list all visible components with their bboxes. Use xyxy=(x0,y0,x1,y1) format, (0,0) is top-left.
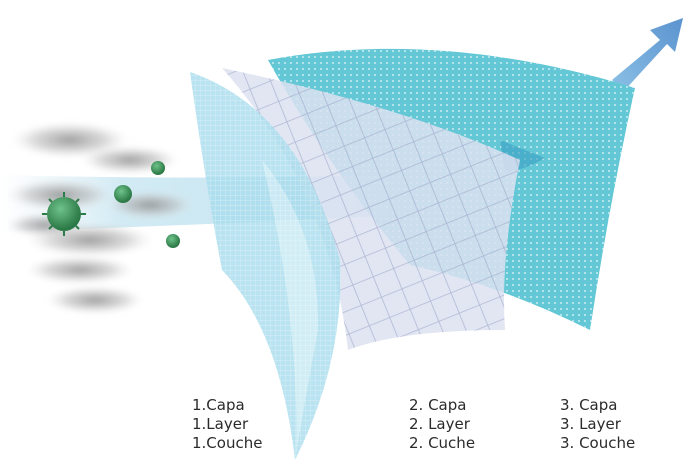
filter-layer-1 xyxy=(190,72,341,460)
layer-2-label-es: 2. Capa xyxy=(409,396,467,414)
virus-icon xyxy=(151,161,165,175)
virus-icon xyxy=(42,192,86,236)
layer-2-label: 2. Capa 2. Layer 2. Cuche xyxy=(409,396,475,453)
layer-3-label: 3. Capa 3. Layer 3. Couche xyxy=(560,396,635,453)
layer-3-label-en: 3. Layer xyxy=(560,415,621,433)
layer-1-label: 1.Capa 1.Layer 1.Couche xyxy=(192,396,262,453)
filter-layer-2 xyxy=(222,68,520,350)
layer-2-label-fr: 2. Cuche xyxy=(409,434,476,452)
layer-1-label-en: 1.Layer xyxy=(192,415,249,433)
layer-2-label-en: 2. Layer xyxy=(409,415,470,433)
outflow-arrow-icon xyxy=(612,18,683,92)
layer-3-label-es: 3. Capa xyxy=(560,396,618,414)
virus-icon xyxy=(114,185,132,203)
virus-icon xyxy=(166,234,180,248)
layer-3-label-fr: 3. Couche xyxy=(560,434,636,452)
polluted-air-smoke xyxy=(5,122,195,314)
layer-1-label-fr: 1.Couche xyxy=(192,434,263,452)
layer-1-label-es: 1.Capa xyxy=(192,396,245,414)
